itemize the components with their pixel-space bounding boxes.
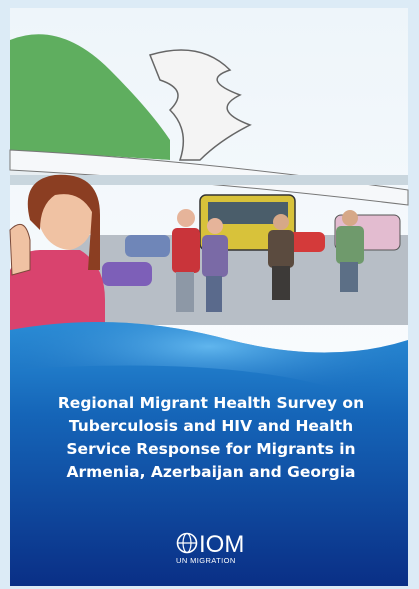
title-line: Regional Migrant Health Survey on — [58, 394, 364, 412]
title-line: Tuberculosis and HIV and Health — [69, 417, 353, 435]
page: Regional Migrant Health Survey on Tuberc… — [0, 0, 419, 589]
cover: Regional Migrant Health Survey on Tuberc… — [0, 0, 419, 589]
logo-name: IOM — [199, 531, 244, 558]
title-line: Service Response for Migrants in — [66, 440, 355, 458]
logo-tagline: UN MIGRATION — [176, 556, 236, 565]
title-line: Armenia, Azerbaijan and Georgia — [66, 463, 355, 481]
